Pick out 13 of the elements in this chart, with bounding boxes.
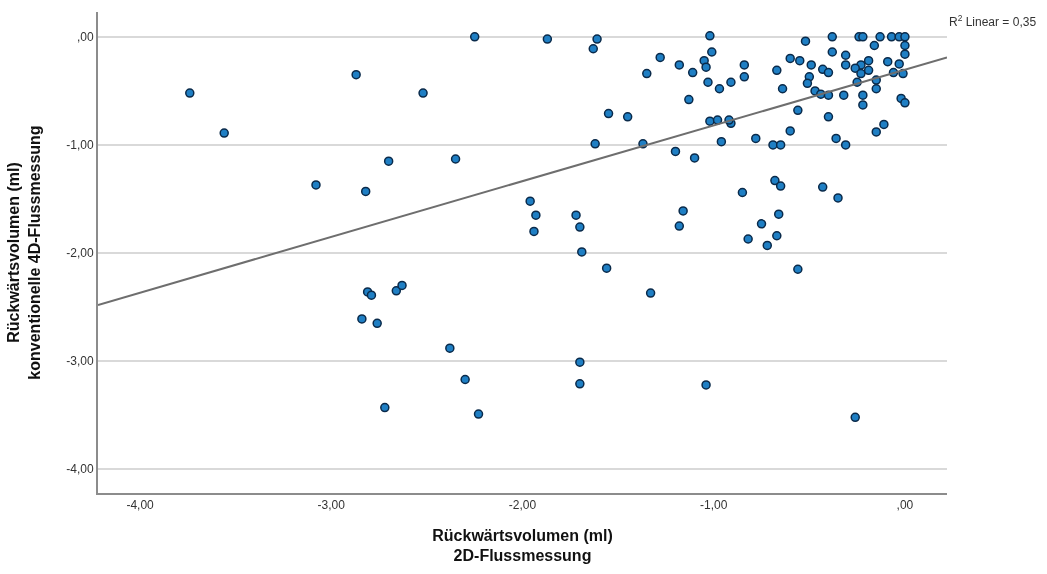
y-tick-label: -2,00 [66, 246, 94, 261]
y-tick-label: -1,00 [66, 138, 94, 153]
y-tick-label: -4,00 [66, 462, 94, 477]
y-tick-label: -3,00 [66, 354, 94, 369]
x-tick-label: ,00 [896, 498, 914, 513]
x-tick-label: -4,00 [126, 498, 155, 513]
x-tick-label: -1,00 [700, 498, 728, 513]
y-tick-label: ,00 [76, 30, 94, 45]
x-tick-label: -3,00 [317, 498, 346, 513]
text: R$^{2}$ Linear = 0,35 [949, 13, 1037, 30]
x-tick-label: -2,00 [508, 498, 537, 513]
x-axis-title: Rückwärtsvolumen (ml) 2D-Flussmessung [432, 526, 613, 565]
y-axis-title: Rückwärtsvolumen (ml) konventionelle 4D-Flussmessung [4, 125, 43, 380]
